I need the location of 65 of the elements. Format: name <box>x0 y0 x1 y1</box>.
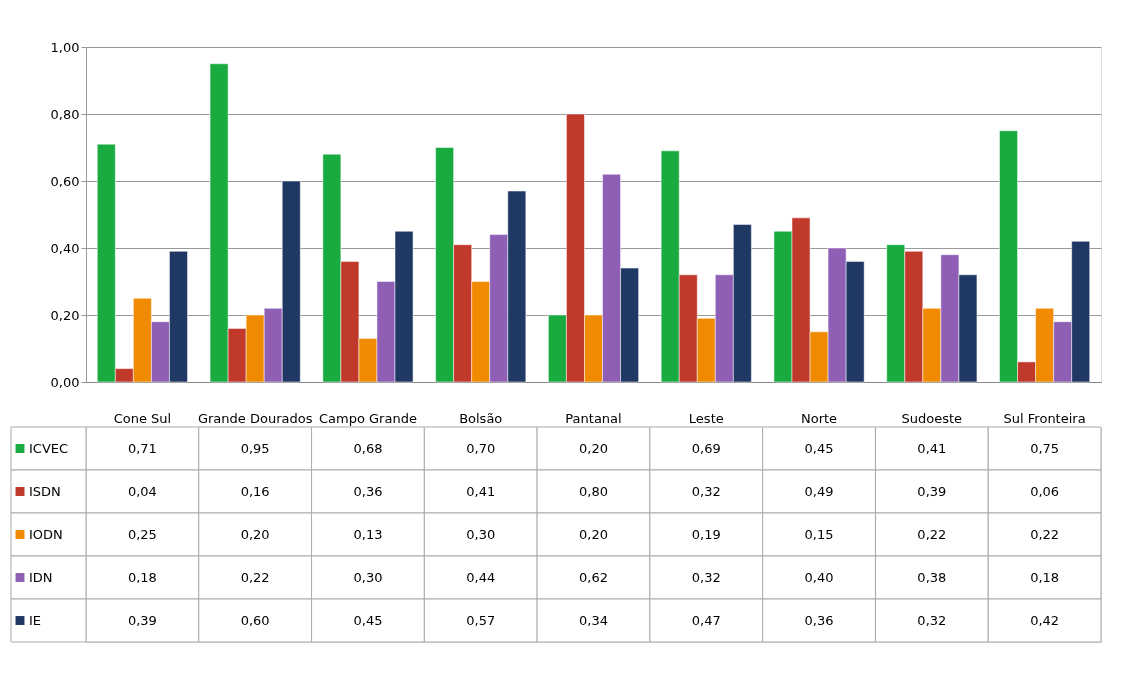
x-tick-label: Pantanal <box>565 410 622 426</box>
data-label: 0,32 <box>691 569 721 585</box>
x-tick-label: Sul Fronteira <box>1003 410 1086 426</box>
data-label: 0,71 <box>127 440 157 456</box>
data-label: 0,69 <box>691 440 721 456</box>
legend-label: ICVEC <box>29 440 69 456</box>
data-label: 0,19 <box>691 526 721 542</box>
legend-label: ISDN <box>29 483 61 499</box>
y-tick-label: 0,80 <box>50 106 80 122</box>
data-label: 0,15 <box>804 526 834 542</box>
data-label: 0,22 <box>1030 526 1060 542</box>
legend-label: IE <box>29 612 42 628</box>
data-label: 0,22 <box>240 569 270 585</box>
data-label: 0,42 <box>1030 612 1060 628</box>
y-tick-label: 0,60 <box>50 173 80 189</box>
data-label: 0,04 <box>127 483 157 499</box>
data-label: 0,13 <box>353 526 383 542</box>
data-label: 0,49 <box>804 483 834 499</box>
data-label: 0,25 <box>127 526 157 542</box>
data-label: 0,30 <box>466 526 496 542</box>
data-label: 0,32 <box>691 483 721 499</box>
data-label: 0,38 <box>917 569 947 585</box>
data-label: 0,41 <box>466 483 496 499</box>
data-label: 0,20 <box>579 526 608 542</box>
data-label: 0,39 <box>127 612 157 628</box>
data-label: 0,95 <box>240 440 270 456</box>
data-label: 0,47 <box>691 612 721 628</box>
data-label: 0,75 <box>1030 440 1060 456</box>
x-tick-label: Norte <box>800 410 838 426</box>
data-label: 0,39 <box>917 483 947 499</box>
data-label: 0,44 <box>466 569 496 585</box>
data-label: 0,60 <box>240 612 270 628</box>
x-tick-label: Leste <box>688 410 724 426</box>
data-label: 0,16 <box>240 483 270 499</box>
y-tick-label: 1,00 <box>50 39 80 55</box>
x-tick-label: Bolsão <box>459 410 503 426</box>
data-label: 0,20 <box>240 526 270 542</box>
data-label: 0,80 <box>579 483 608 499</box>
data-label: 0,45 <box>353 612 383 628</box>
x-tick-label: Grande Dourados <box>197 410 313 426</box>
legend-label: IODN <box>29 526 63 542</box>
data-label: 0,45 <box>804 440 834 456</box>
data-label: 0,57 <box>466 612 496 628</box>
data-label: 0,62 <box>579 569 608 585</box>
data-label: 0,40 <box>804 569 834 585</box>
data-label: 0,20 <box>579 440 608 456</box>
data-label: 0,36 <box>804 612 834 628</box>
data-label: 0,41 <box>917 440 947 456</box>
x-tick-label: Campo Grande <box>318 410 417 426</box>
x-tick-label: Sudoeste <box>901 410 963 426</box>
data-label: 0,36 <box>353 483 383 499</box>
legend-label: IDN <box>29 569 53 585</box>
y-tick-label: 0,40 <box>50 240 80 256</box>
data-label: 0,32 <box>917 612 947 628</box>
data-label: 0,30 <box>353 569 383 585</box>
data-label: 0,70 <box>466 440 496 456</box>
data-label: 0,22 <box>917 526 947 542</box>
data-label: 0,34 <box>579 612 608 628</box>
data-label: 0,06 <box>1030 483 1060 499</box>
data-label: 0,18 <box>1030 569 1060 585</box>
y-tick-label: 0,00 <box>50 374 80 390</box>
data-label: 0,18 <box>127 569 157 585</box>
y-tick-label: 0,20 <box>50 307 80 323</box>
data-label: 0,68 <box>353 440 383 456</box>
x-tick-label: Cone Sul <box>113 410 172 426</box>
